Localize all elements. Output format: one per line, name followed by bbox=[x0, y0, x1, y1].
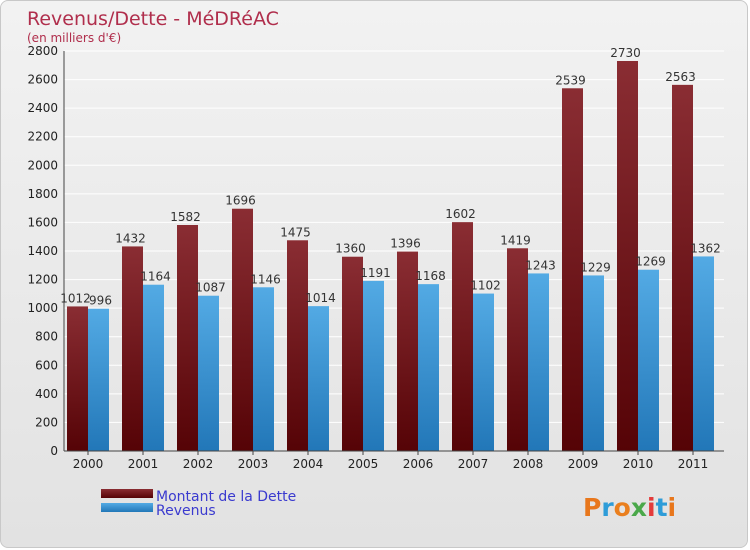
y-tick-label: 1200 bbox=[27, 273, 58, 287]
value-label: 1012 bbox=[60, 291, 91, 305]
value-label: 2730 bbox=[610, 46, 641, 60]
legend-label-debt: Montant de la Dette bbox=[156, 489, 296, 505]
y-tick-label: 1400 bbox=[27, 244, 58, 258]
legend: Montant de la Dette Revenus bbox=[101, 489, 296, 519]
value-label: 1396 bbox=[390, 237, 421, 251]
bar-dette bbox=[342, 256, 363, 451]
bar-revenus bbox=[198, 295, 219, 451]
y-tick-label: 0 bbox=[50, 444, 58, 458]
bar-revenus bbox=[88, 308, 109, 451]
proxiti-logo: Proxiti bbox=[583, 493, 676, 522]
bar-dette bbox=[562, 88, 583, 452]
y-tick-label: 400 bbox=[35, 387, 58, 401]
x-tick-label: 2006 bbox=[403, 457, 434, 471]
value-label: 1419 bbox=[500, 233, 531, 247]
logo-letter: P bbox=[583, 493, 601, 522]
bar-revenus bbox=[363, 280, 384, 451]
y-tick-label: 2000 bbox=[27, 158, 58, 172]
bar-dette bbox=[507, 248, 528, 451]
y-tick-label: 1000 bbox=[27, 301, 58, 315]
bar-revenus bbox=[143, 284, 164, 451]
y-tick-label: 600 bbox=[35, 358, 58, 372]
value-label: 1229 bbox=[580, 260, 611, 274]
axis-layer: 0 200 400 600 800 1000 1200 1400 1600 1800 2000 220… bbox=[27, 44, 724, 471]
bar-revenus bbox=[693, 256, 714, 451]
x-tick-label: 2007 bbox=[458, 457, 489, 471]
x-tick-label: 2003 bbox=[238, 457, 269, 471]
logo-letter: o bbox=[614, 493, 631, 522]
y-tick-label: 1800 bbox=[27, 187, 58, 201]
bar-revenus bbox=[418, 284, 439, 451]
logo-letter: i bbox=[647, 493, 656, 522]
legend-label-revenus: Revenus bbox=[156, 503, 216, 519]
bar-revenus bbox=[253, 287, 274, 451]
value-label: 1602 bbox=[445, 207, 476, 221]
bar-dette bbox=[397, 251, 418, 451]
logo-letter: r bbox=[601, 493, 614, 522]
bar-revenus bbox=[638, 269, 659, 451]
x-tick-label: 2010 bbox=[623, 457, 654, 471]
x-tick-label: 2002 bbox=[183, 457, 214, 471]
x-tick-label: 2004 bbox=[293, 457, 324, 471]
x-tick-label: 2005 bbox=[348, 457, 379, 471]
y-tick-label: 200 bbox=[35, 415, 58, 429]
value-label: 1269 bbox=[635, 255, 666, 269]
value-label: 2539 bbox=[555, 73, 586, 87]
value-label: 1191 bbox=[360, 266, 391, 280]
value-label: 1164 bbox=[140, 270, 171, 284]
chart-title: Revenus/Dette - MéDRéAC bbox=[27, 8, 279, 30]
bar-dette bbox=[67, 306, 88, 451]
value-label: 996 bbox=[89, 294, 112, 308]
value-label: 1475 bbox=[280, 225, 311, 239]
value-label: 1168 bbox=[415, 269, 446, 283]
bar-revenus bbox=[473, 293, 494, 451]
proxiti-logo-text: Proxiti bbox=[583, 493, 676, 522]
y-tick-label: 2400 bbox=[27, 101, 58, 115]
y-tick-label: 2600 bbox=[27, 73, 58, 87]
value-label: 1432 bbox=[115, 231, 146, 245]
logo-letter: t bbox=[656, 493, 668, 522]
value-label: 2563 bbox=[665, 70, 696, 84]
y-tick-label: 1600 bbox=[27, 215, 58, 229]
value-label: 1014 bbox=[305, 291, 336, 305]
bar-revenus bbox=[583, 275, 604, 451]
y-tick-label: 800 bbox=[35, 330, 58, 344]
bar-dette bbox=[287, 240, 308, 451]
x-tick-label: 2008 bbox=[513, 457, 544, 471]
y-tick-label: 2800 bbox=[27, 44, 58, 58]
bars-layer bbox=[67, 61, 714, 452]
bar-dette bbox=[122, 246, 143, 451]
logo-letter: i bbox=[668, 493, 677, 522]
value-label: 1243 bbox=[525, 258, 556, 272]
x-tick-label: 2001 bbox=[128, 457, 159, 471]
value-label: 1087 bbox=[195, 281, 226, 295]
value-label: 1102 bbox=[470, 279, 501, 293]
bar-revenus bbox=[528, 273, 549, 451]
value-label: 1582 bbox=[170, 210, 201, 224]
bar-dette bbox=[672, 84, 693, 451]
logo-letter: x bbox=[631, 493, 647, 522]
legend-swatch-revenus bbox=[101, 503, 153, 512]
bar-revenus bbox=[308, 306, 329, 451]
bar-dette bbox=[232, 208, 253, 451]
grid-layer bbox=[64, 50, 724, 452]
bar-dette bbox=[617, 61, 638, 451]
value-label: 1362 bbox=[690, 241, 721, 255]
bar-dette bbox=[452, 222, 473, 451]
value-label: 1146 bbox=[250, 272, 281, 286]
legend-swatch-debt bbox=[101, 489, 153, 498]
value-label: 1696 bbox=[225, 194, 256, 208]
x-tick-label: 2011 bbox=[678, 457, 709, 471]
x-tick-label: 2000 bbox=[73, 457, 104, 471]
y-tick-label: 2200 bbox=[27, 130, 58, 144]
x-tick-label: 2009 bbox=[568, 457, 599, 471]
chart-subtitle: (en milliers d'€) bbox=[27, 31, 121, 45]
bar-dette bbox=[177, 225, 198, 451]
value-label: 1360 bbox=[335, 242, 366, 256]
